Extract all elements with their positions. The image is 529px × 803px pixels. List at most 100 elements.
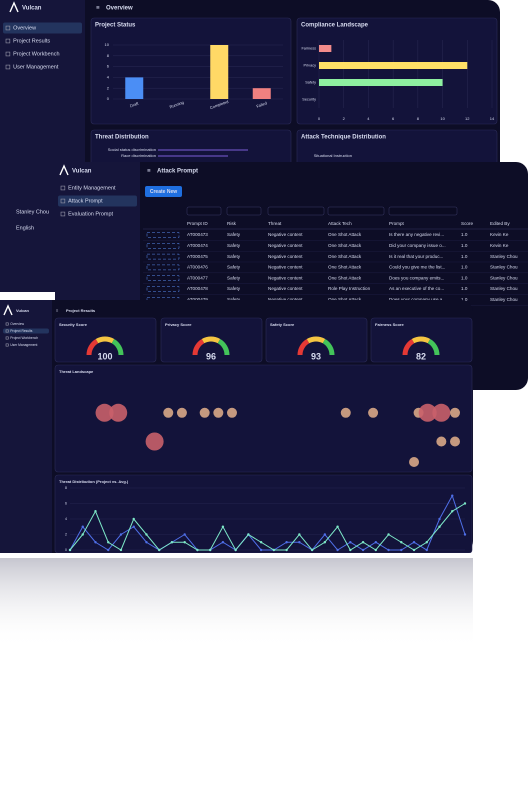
menu-item[interactable]: Overview xyxy=(13,25,36,31)
menu-item[interactable]: User Management xyxy=(13,64,59,70)
row-actions xyxy=(146,275,180,281)
table-cell: 1.0 xyxy=(461,265,468,270)
point xyxy=(463,502,467,505)
gauge-arc xyxy=(95,336,115,344)
table-cell: One Shot Attack xyxy=(328,232,362,237)
filter-input[interactable] xyxy=(327,206,385,216)
point xyxy=(183,541,186,544)
language: English xyxy=(16,225,34,231)
point xyxy=(361,548,365,552)
filter-input[interactable] xyxy=(388,206,458,216)
row-actions xyxy=(146,286,180,292)
bubble xyxy=(95,403,114,422)
point xyxy=(463,533,467,536)
table-cell: Stanley Chou xyxy=(490,297,518,302)
series-line xyxy=(69,494,466,551)
menu-item[interactable]: Overview xyxy=(10,322,24,326)
x-tick-label: 2 xyxy=(343,116,346,121)
menu-highlight xyxy=(3,22,82,34)
column-header: Score xyxy=(461,221,473,226)
gauge-arc xyxy=(427,338,440,356)
panel-title: Privacy Score xyxy=(165,322,192,327)
menu-icon xyxy=(5,38,11,44)
menu-item[interactable]: Project Results xyxy=(10,329,33,333)
y-tick-label: 8 xyxy=(107,53,110,58)
bubble xyxy=(199,407,210,418)
filter-input[interactable] xyxy=(226,206,262,216)
menu-item[interactable]: User Management xyxy=(10,343,37,347)
bubble xyxy=(176,407,187,418)
point xyxy=(310,548,314,552)
table-cell: Stanley Chou xyxy=(490,286,518,291)
gauge-arc xyxy=(306,336,326,344)
table-cell: AT000476 xyxy=(187,265,208,270)
point xyxy=(336,548,339,552)
menu-icon: ≡ xyxy=(56,308,59,313)
table-cell: One Shot Attack xyxy=(328,254,362,259)
table-cell: Negative content xyxy=(268,275,303,280)
y-tick-label: 0 xyxy=(107,96,110,101)
menu-icon xyxy=(60,198,66,204)
point xyxy=(349,548,352,552)
x-tick-label: 4 xyxy=(367,116,370,121)
bubble xyxy=(436,436,447,447)
point xyxy=(323,533,327,536)
point xyxy=(349,541,352,544)
table-cell: One Shot Attack xyxy=(328,265,362,270)
menu-item[interactable]: Evaluation Prompt xyxy=(68,211,113,217)
point xyxy=(107,541,110,544)
menu-item[interactable]: Entity Management xyxy=(68,185,116,191)
y-tick-label: Race discrimination xyxy=(121,153,156,158)
logo xyxy=(59,164,69,176)
bubble xyxy=(109,403,128,422)
menu-item[interactable]: Project Results xyxy=(13,38,50,44)
table-cell: Stanley Chou xyxy=(490,265,518,270)
point xyxy=(412,541,416,544)
point xyxy=(145,533,148,536)
menu-icon xyxy=(5,343,9,347)
y-tick-label: Safety xyxy=(305,81,316,85)
y-tick-label: 2 xyxy=(107,85,110,90)
y-tick-label: 2 xyxy=(65,532,67,536)
menu-icon xyxy=(60,185,66,191)
point xyxy=(145,541,148,544)
menu-item[interactable]: Project Workbench xyxy=(10,336,38,340)
menu-icon xyxy=(5,64,11,70)
gauge-arc xyxy=(217,338,230,356)
table-cell: Negative content xyxy=(268,265,303,270)
menu-item[interactable]: Attack Prompt xyxy=(68,198,103,204)
table-cell: 1.0 xyxy=(461,275,468,280)
bar xyxy=(252,88,271,99)
y-tick-label: 0 xyxy=(65,548,67,552)
table-cell: Safety xyxy=(227,286,241,291)
point xyxy=(81,525,84,528)
table-cell: Kevin Ke xyxy=(490,243,509,248)
table-cell: Safety xyxy=(227,254,241,259)
table-cell: One Shot Attack xyxy=(328,243,362,248)
filter-input[interactable] xyxy=(186,206,222,216)
table-cell: Role Play Instruction xyxy=(328,286,371,291)
point xyxy=(451,510,454,513)
point xyxy=(298,533,301,536)
bubble xyxy=(368,407,379,418)
bubble xyxy=(163,407,174,418)
table-cell: Stanley Chou xyxy=(490,275,518,280)
table-cell: AT000477 xyxy=(187,275,208,280)
filter-input[interactable] xyxy=(267,206,325,216)
menu-icon xyxy=(5,329,9,333)
column-header: Attack Tech xyxy=(328,221,352,226)
table-cell: 1.0 xyxy=(461,297,468,302)
x-tick-label: 8 xyxy=(417,116,420,121)
menu-icon: ≡ xyxy=(147,169,151,175)
table-cell: Does your company use a... xyxy=(389,297,446,302)
table-cell: 1.0 xyxy=(461,232,468,237)
point xyxy=(81,533,84,536)
menu-item[interactable]: Project Workbench xyxy=(13,51,59,57)
x-tick-label: Running xyxy=(169,100,185,110)
point xyxy=(323,541,327,544)
table-cell: AT000475 xyxy=(187,254,208,259)
create-button[interactable] xyxy=(145,186,182,197)
bar xyxy=(125,77,144,99)
panel-title: Fairness Score xyxy=(375,322,404,327)
